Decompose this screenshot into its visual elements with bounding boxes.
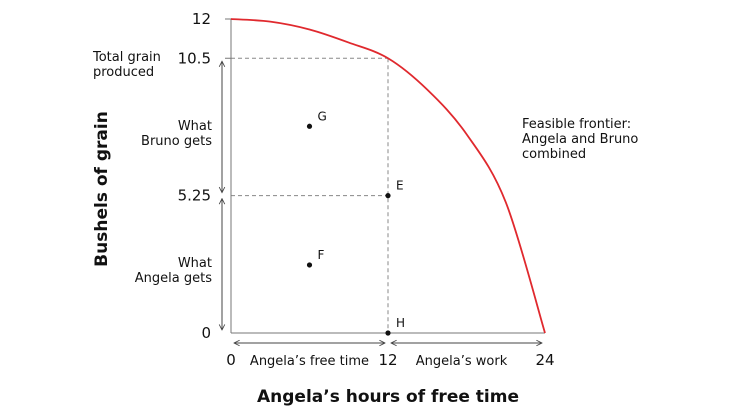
point-label-F: F: [318, 248, 325, 262]
work-label: Angela’s work: [416, 354, 508, 369]
y-tick-label-5.25: 5.25: [178, 187, 211, 205]
point-label-G: G: [318, 109, 327, 123]
y-tick-label-0: 0: [201, 324, 211, 342]
frontier-label: Feasible frontier: Angela and Bruno combin…: [522, 117, 638, 162]
point-label-E: E: [396, 179, 404, 193]
text-layer: G E F H 0 5.25 10.5 12 0 12 24 Angela’s hours of fr…: [92, 10, 638, 407]
point-F: [306, 262, 313, 268]
angela-gets-label: What Angela gets: [135, 256, 212, 286]
y-axis-title: Bushels of grain: [92, 111, 112, 267]
x-tick-label-24: 24: [535, 351, 554, 369]
frontier-curve: [230, 18, 546, 334]
bracket-arrows: [222, 61, 542, 343]
point-E: [385, 193, 391, 199]
y-tick-label-10.5: 10.5: [178, 49, 211, 67]
x-tick-label-12: 12: [378, 351, 397, 369]
frontier-layer: [230, 18, 546, 334]
total-grain-label: Total grain produced: [92, 50, 161, 80]
x-axis-title: Angela’s hours of free time: [257, 387, 519, 407]
free-time-label: Angela’s free time: [250, 354, 369, 369]
reference-lines: [231, 57, 389, 333]
points-layer: [306, 123, 391, 336]
y-tick-label-12: 12: [192, 10, 211, 28]
axes: [225, 18, 545, 334]
point-label-H: H: [396, 316, 405, 330]
point-H: [385, 330, 391, 336]
x-tick-label-0: 0: [226, 351, 236, 369]
point-G: [306, 123, 313, 129]
bruno-gets-label: What Bruno gets: [141, 119, 212, 149]
